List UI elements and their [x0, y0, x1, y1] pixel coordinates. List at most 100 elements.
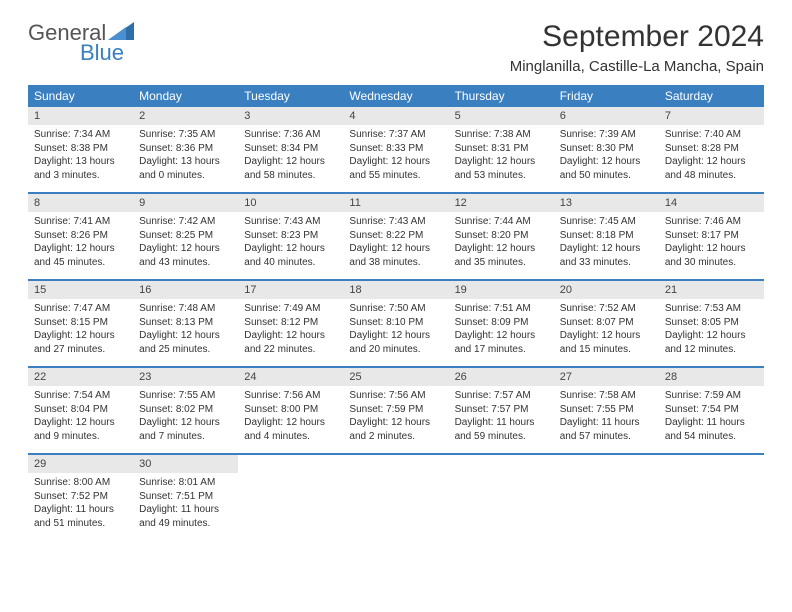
- day-number: [238, 454, 343, 473]
- sunset-text: Sunset: 8:18 PM: [560, 229, 653, 243]
- sunrise-text: Sunrise: 7:45 AM: [560, 215, 653, 229]
- month-title: September 2024: [510, 20, 764, 54]
- sunset-text: Sunset: 8:04 PM: [34, 403, 127, 417]
- daylight-text: Daylight: 11 hours and 59 minutes.: [455, 416, 548, 443]
- sunrise-text: Sunrise: 7:51 AM: [455, 302, 548, 316]
- daynum-row: 15161718192021: [28, 280, 764, 299]
- day-number: 18: [343, 280, 448, 299]
- day-cell: Sunrise: 7:56 AMSunset: 7:59 PMDaylight:…: [343, 386, 448, 454]
- day-number: 28: [659, 367, 764, 386]
- day-number: 10: [238, 193, 343, 212]
- logo-triangle-icon: [108, 22, 134, 40]
- day-number: 7: [659, 107, 764, 125]
- sunset-text: Sunset: 8:36 PM: [139, 142, 232, 156]
- sunrise-text: Sunrise: 7:40 AM: [665, 128, 758, 142]
- daylight-text: Daylight: 12 hours and 43 minutes.: [139, 242, 232, 269]
- sunrise-text: Sunrise: 7:35 AM: [139, 128, 232, 142]
- day-header: Sunday: [28, 85, 133, 107]
- sunset-text: Sunset: 7:51 PM: [139, 490, 232, 504]
- daylight-text: Daylight: 12 hours and 38 minutes.: [349, 242, 442, 269]
- sunrise-text: Sunrise: 7:49 AM: [244, 302, 337, 316]
- daynum-row: 1234567: [28, 107, 764, 125]
- day-number: 24: [238, 367, 343, 386]
- sunrise-text: Sunrise: 7:36 AM: [244, 128, 337, 142]
- day-number: 4: [343, 107, 448, 125]
- sunrise-text: Sunrise: 7:44 AM: [455, 215, 548, 229]
- sunrise-text: Sunrise: 7:59 AM: [665, 389, 758, 403]
- day-number: 25: [343, 367, 448, 386]
- content-row: Sunrise: 7:34 AMSunset: 8:38 PMDaylight:…: [28, 125, 764, 193]
- daylight-text: Daylight: 12 hours and 45 minutes.: [34, 242, 127, 269]
- sunrise-text: Sunrise: 7:43 AM: [349, 215, 442, 229]
- daylight-text: Daylight: 12 hours and 35 minutes.: [455, 242, 548, 269]
- daylight-text: Daylight: 12 hours and 9 minutes.: [34, 416, 127, 443]
- logo-text-blue: Blue: [80, 40, 134, 66]
- sunset-text: Sunset: 8:05 PM: [665, 316, 758, 330]
- content-row: Sunrise: 8:00 AMSunset: 7:52 PMDaylight:…: [28, 473, 764, 540]
- day-number: 3: [238, 107, 343, 125]
- daylight-text: Daylight: 12 hours and 27 minutes.: [34, 329, 127, 356]
- daylight-text: Daylight: 12 hours and 7 minutes.: [139, 416, 232, 443]
- daynum-row: 2930: [28, 454, 764, 473]
- day-header-row: SundayMondayTuesdayWednesdayThursdayFrid…: [28, 85, 764, 107]
- daylight-text: Daylight: 12 hours and 22 minutes.: [244, 329, 337, 356]
- sunrise-text: Sunrise: 7:37 AM: [349, 128, 442, 142]
- day-cell: Sunrise: 7:57 AMSunset: 7:57 PMDaylight:…: [449, 386, 554, 454]
- day-cell: Sunrise: 8:01 AMSunset: 7:51 PMDaylight:…: [133, 473, 238, 540]
- daylight-text: Daylight: 11 hours and 51 minutes.: [34, 503, 127, 530]
- day-number: 17: [238, 280, 343, 299]
- day-number: 8: [28, 193, 133, 212]
- sunset-text: Sunset: 8:13 PM: [139, 316, 232, 330]
- day-cell: Sunrise: 7:42 AMSunset: 8:25 PMDaylight:…: [133, 212, 238, 280]
- sunset-text: Sunset: 8:07 PM: [560, 316, 653, 330]
- sunset-text: Sunset: 8:30 PM: [560, 142, 653, 156]
- daylight-text: Daylight: 13 hours and 3 minutes.: [34, 155, 127, 182]
- day-cell: Sunrise: 7:35 AMSunset: 8:36 PMDaylight:…: [133, 125, 238, 193]
- sunset-text: Sunset: 8:33 PM: [349, 142, 442, 156]
- sunset-text: Sunset: 8:38 PM: [34, 142, 127, 156]
- sunset-text: Sunset: 8:15 PM: [34, 316, 127, 330]
- day-cell: Sunrise: 7:54 AMSunset: 8:04 PMDaylight:…: [28, 386, 133, 454]
- day-number: 2: [133, 107, 238, 125]
- day-cell: Sunrise: 7:47 AMSunset: 8:15 PMDaylight:…: [28, 299, 133, 367]
- day-header: Tuesday: [238, 85, 343, 107]
- calendar-table: SundayMondayTuesdayWednesdayThursdayFrid…: [28, 85, 764, 540]
- logo: General Blue: [28, 20, 134, 66]
- day-cell: [343, 473, 448, 540]
- daylight-text: Daylight: 12 hours and 20 minutes.: [349, 329, 442, 356]
- day-number: 9: [133, 193, 238, 212]
- daylight-text: Daylight: 12 hours and 53 minutes.: [455, 155, 548, 182]
- content-row: Sunrise: 7:41 AMSunset: 8:26 PMDaylight:…: [28, 212, 764, 280]
- day-number: 27: [554, 367, 659, 386]
- sunset-text: Sunset: 8:34 PM: [244, 142, 337, 156]
- day-number: [449, 454, 554, 473]
- day-cell: Sunrise: 7:53 AMSunset: 8:05 PMDaylight:…: [659, 299, 764, 367]
- daylight-text: Daylight: 12 hours and 15 minutes.: [560, 329, 653, 356]
- day-number: 1: [28, 107, 133, 125]
- day-cell: Sunrise: 7:46 AMSunset: 8:17 PMDaylight:…: [659, 212, 764, 280]
- sunrise-text: Sunrise: 7:54 AM: [34, 389, 127, 403]
- day-number: 12: [449, 193, 554, 212]
- day-cell: Sunrise: 7:50 AMSunset: 8:10 PMDaylight:…: [343, 299, 448, 367]
- sunrise-text: Sunrise: 7:41 AM: [34, 215, 127, 229]
- daylight-text: Daylight: 12 hours and 55 minutes.: [349, 155, 442, 182]
- title-block: September 2024 Minglanilla, Castille-La …: [510, 20, 764, 75]
- daylight-text: Daylight: 12 hours and 2 minutes.: [349, 416, 442, 443]
- daylight-text: Daylight: 12 hours and 12 minutes.: [665, 329, 758, 356]
- day-number: [659, 454, 764, 473]
- sunset-text: Sunset: 8:09 PM: [455, 316, 548, 330]
- day-number: 16: [133, 280, 238, 299]
- day-cell: Sunrise: 7:39 AMSunset: 8:30 PMDaylight:…: [554, 125, 659, 193]
- day-number: 22: [28, 367, 133, 386]
- day-cell: [238, 473, 343, 540]
- daylight-text: Daylight: 11 hours and 57 minutes.: [560, 416, 653, 443]
- day-header: Friday: [554, 85, 659, 107]
- day-number: 13: [554, 193, 659, 212]
- sunset-text: Sunset: 8:25 PM: [139, 229, 232, 243]
- day-cell: [449, 473, 554, 540]
- sunrise-text: Sunrise: 7:58 AM: [560, 389, 653, 403]
- sunrise-text: Sunrise: 7:34 AM: [34, 128, 127, 142]
- day-cell: Sunrise: 7:58 AMSunset: 7:55 PMDaylight:…: [554, 386, 659, 454]
- day-number: 15: [28, 280, 133, 299]
- sunrise-text: Sunrise: 7:56 AM: [244, 389, 337, 403]
